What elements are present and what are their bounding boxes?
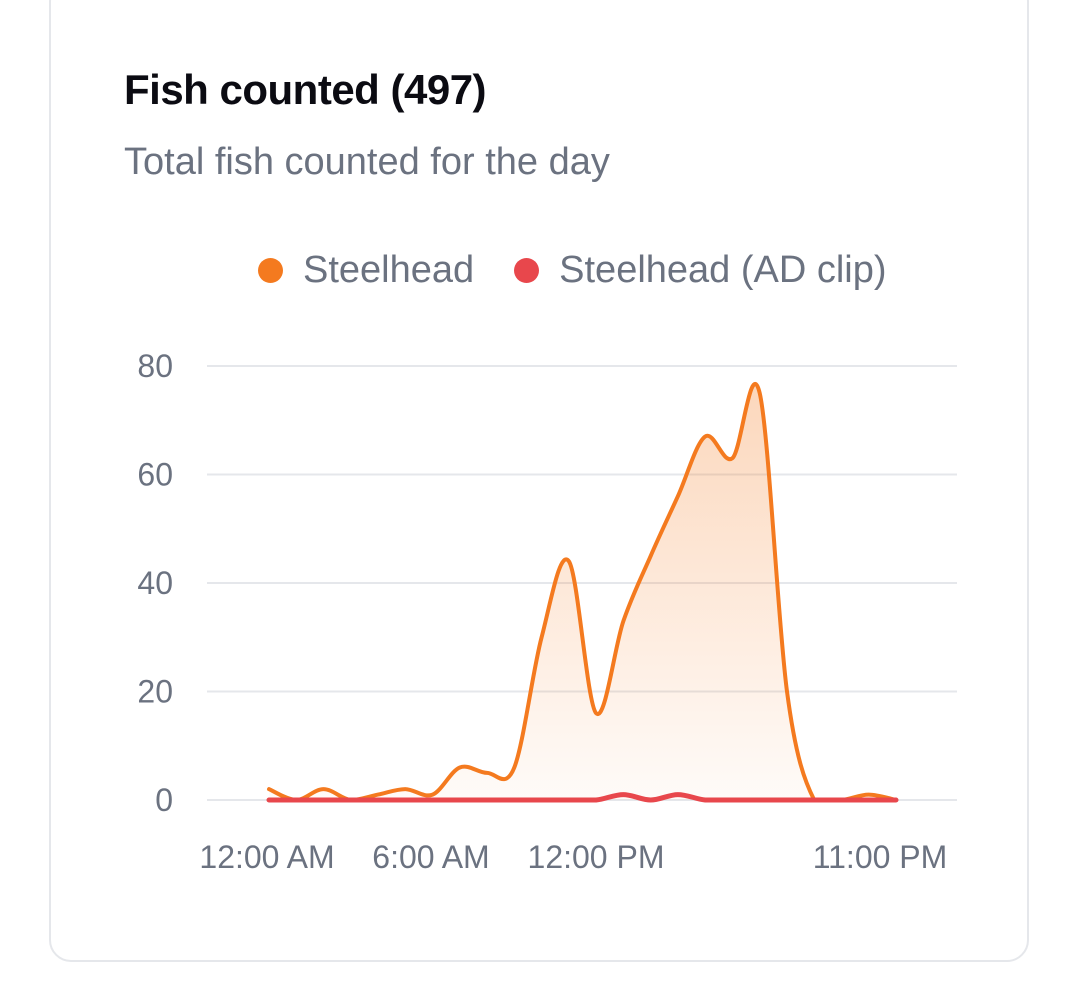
series-line-steelhead[interactable] xyxy=(267,381,898,802)
legend-dot-steelhead-ad-clip xyxy=(514,257,540,283)
legend-item-steelhead-ad-clip[interactable]: Steelhead (AD clip) xyxy=(514,248,887,292)
x-tick-label-2: 12:00 PM xyxy=(528,839,665,875)
y-tick-label-60: 60 xyxy=(137,457,173,493)
y-tick-label-20: 20 xyxy=(137,674,173,710)
x-tick-label-0: 12:00 AM xyxy=(199,839,334,875)
x-axis-ticks: 12:00 AM 6:00 AM 12:00 PM 11:00 PM xyxy=(199,839,947,875)
series-area-steelhead xyxy=(269,383,896,800)
legend-label-steelhead-ad-clip: Steelhead (AD clip) xyxy=(559,248,887,291)
x-tick-label-1: 6:00 AM xyxy=(372,839,489,875)
legend-item-steelhead[interactable]: Steelhead xyxy=(258,249,474,292)
legend-dot-steelhead xyxy=(258,257,283,283)
y-tick-label-0: 0 xyxy=(155,782,173,818)
y-axis-ticks: 0 20 40 60 80 xyxy=(137,348,173,818)
y-tick-label-80: 80 xyxy=(137,348,173,384)
series-layer xyxy=(266,381,899,803)
x-tick-label-3: 11:00 PM xyxy=(813,839,948,875)
chart-subtitle: Total fish counted for the day xyxy=(124,141,610,183)
y-tick-label-40: 40 xyxy=(137,565,173,601)
chart-legend: Steelhead Steelhead (AD clip) xyxy=(258,246,927,294)
legend-label-steelhead: Steelhead xyxy=(303,248,475,291)
series-line-steelhead-ad-clip[interactable] xyxy=(266,792,899,803)
chart-title: Fish counted (497) xyxy=(124,66,487,113)
